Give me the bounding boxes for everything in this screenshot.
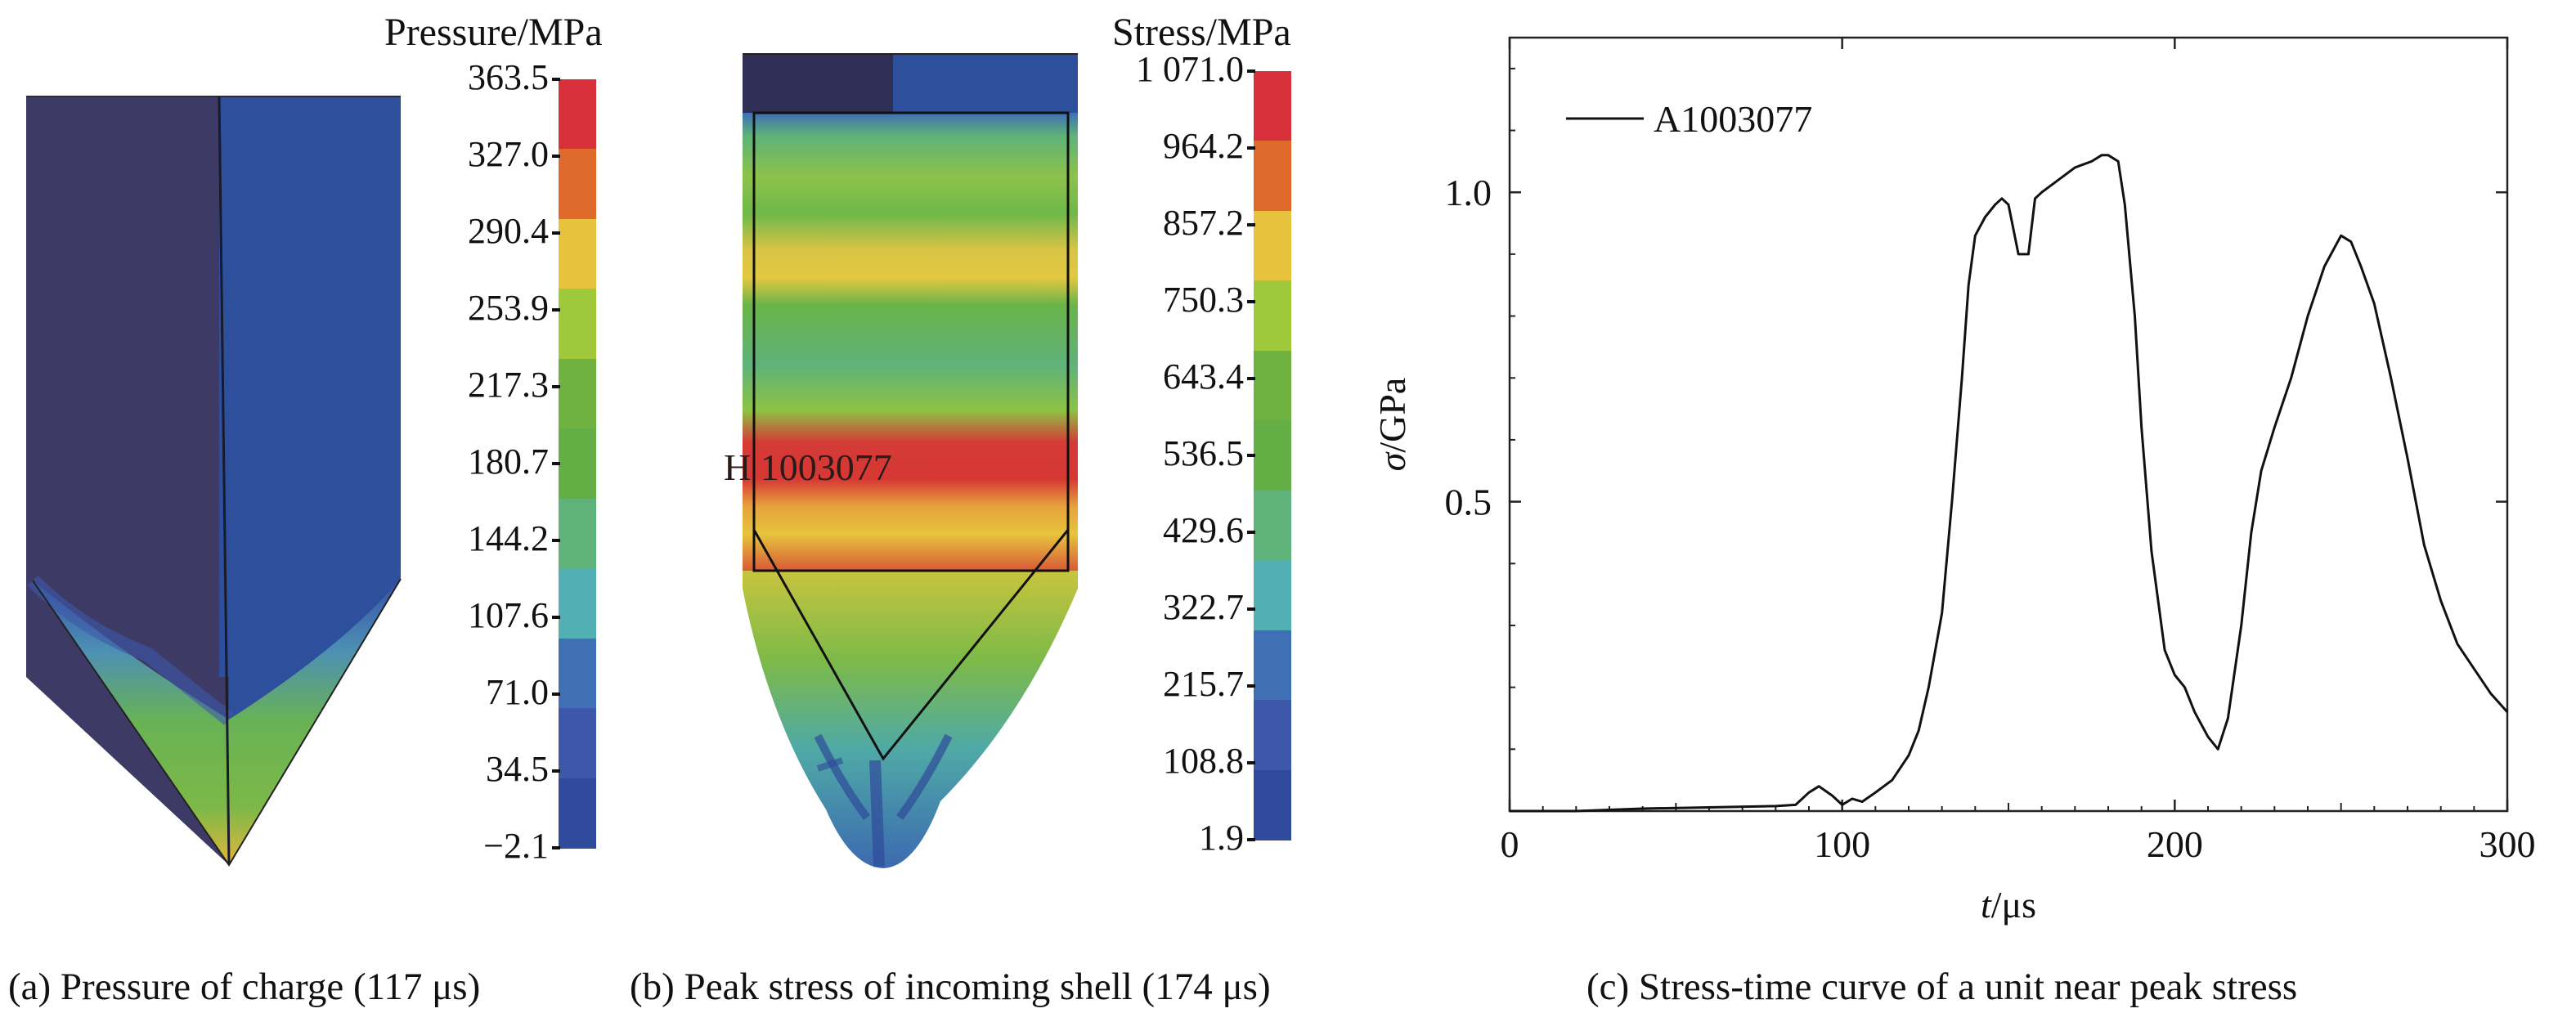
pressure-legend-swatch (559, 638, 596, 710)
pressure-legend-title: Pressure/MPa (384, 11, 603, 54)
pressure-legend-swatch (559, 289, 596, 360)
pressure-legend-tick (552, 78, 560, 81)
series-line (1510, 154, 2509, 813)
x-axis-label: t/μs (1981, 884, 2036, 926)
stress-legend-swatch (1254, 71, 1291, 142)
stress-legend-swatch (1254, 141, 1291, 212)
stress-legend-tick (1247, 607, 1255, 611)
stress-legend-swatch (1254, 350, 1291, 422)
stress-legend-label: 536.5 (1163, 433, 1244, 473)
pressure-legend-label: 71.0 (486, 672, 549, 712)
pressure-legend-swatch (559, 79, 596, 150)
stress-legend-tick (1247, 838, 1255, 841)
stress-legend-label: 857.2 (1163, 203, 1244, 243)
x-tick-label: 100 (1814, 823, 1870, 865)
x-tick-label: 0 (1501, 823, 1519, 865)
stress-legend-swatch (1254, 210, 1291, 282)
stress-legend-tick (1247, 531, 1255, 534)
pressure-legend-label: 180.7 (468, 442, 549, 482)
pressure-legend-tick (552, 616, 560, 619)
stress-legend-swatch (1254, 769, 1291, 840)
stress-legend-label: 429.6 (1163, 510, 1244, 550)
caption-a: (a) Pressure of charge (117 μs) (8, 966, 481, 1008)
pressure-legend-swatch (559, 149, 596, 220)
stress-legend-swatch (1254, 700, 1291, 771)
pressure-legend-tick (552, 231, 560, 235)
pressure-legend-swatch (559, 498, 596, 570)
pressure-legend-tick (552, 693, 560, 696)
stress-legend-label: 215.7 (1163, 664, 1244, 704)
stress-legend-tick (1247, 454, 1255, 457)
pressure-legend-label: 327.0 (468, 134, 549, 174)
pressure-legend-tick (552, 539, 560, 542)
pressure-legend-swatch (559, 428, 596, 500)
pressure-legend-tick (552, 769, 560, 773)
stress-legend-tick (1247, 684, 1255, 688)
stress-legend-label: 750.3 (1163, 280, 1244, 320)
plot-frame (1508, 36, 2509, 813)
stress-legend-tick (1247, 761, 1255, 764)
pressure-legend-tick (552, 308, 560, 312)
pressure-legend-tick (552, 846, 560, 849)
stress-legend-swatch (1254, 280, 1291, 352)
x-tick-label: 300 (2480, 823, 2536, 865)
y-tick-label: 0.5 (1445, 482, 1492, 523)
stress-legend-label: 964.2 (1163, 126, 1244, 166)
pressure-legend-swatch (559, 568, 596, 639)
stress-legend-tick (1247, 223, 1255, 226)
pressure-legend-tick (552, 155, 560, 158)
stress-legend-title: Stress/MPa (1112, 11, 1291, 54)
legend-label: A1003077 (1654, 98, 1812, 140)
y-axis-label: σ/GPa (1371, 378, 1413, 472)
stress-legend-label: 643.4 (1163, 356, 1244, 397)
stress-legend-swatch (1254, 560, 1291, 631)
stress-legend-tick (1247, 377, 1255, 380)
pressure-legend-tick (552, 462, 560, 465)
pressure-legend-label: 34.5 (486, 749, 549, 789)
stress-legend-tick (1247, 69, 1255, 73)
stress-legend-label: 1 071.0 (1136, 49, 1244, 89)
stress-legend-swatch (1254, 490, 1291, 562)
pressure-legend-label: 290.4 (468, 211, 549, 251)
caption-c: (c) Stress-time curve of a unit near pea… (1586, 966, 2298, 1008)
pressure-legend-swatch (559, 358, 596, 430)
caption-b: (b) Peak stress of incoming shell (174 μ… (630, 966, 1271, 1008)
pressure-legend-swatch (559, 778, 596, 849)
stress-legend-label: 1.9 (1199, 818, 1244, 858)
pressure-legend-label: 363.5 (468, 57, 549, 97)
stress-legend-swatch (1254, 420, 1291, 491)
pressure-legend-label: 217.3 (468, 365, 549, 405)
stress-legend-label: 108.8 (1163, 741, 1244, 781)
stress-legend-tick (1247, 300, 1255, 303)
pressure-legend-label: 253.9 (468, 288, 549, 328)
element-label: H 1003077 (724, 446, 892, 488)
stress-legend-label: 322.7 (1163, 587, 1244, 627)
y-tick-label: 1.0 (1445, 172, 1492, 213)
pressure-legend-swatch (559, 708, 596, 779)
x-tick-label: 200 (2147, 823, 2203, 865)
pressure-legend-label: −2.1 (483, 826, 549, 866)
pressure-legend-label: 107.6 (468, 595, 549, 635)
pressure-legend-tick (552, 385, 560, 388)
pressure-legend-label: 144.2 (468, 518, 549, 558)
stress-legend-swatch (1254, 630, 1291, 702)
stress-legend-tick (1247, 146, 1255, 150)
pressure-legend-swatch (559, 218, 596, 290)
